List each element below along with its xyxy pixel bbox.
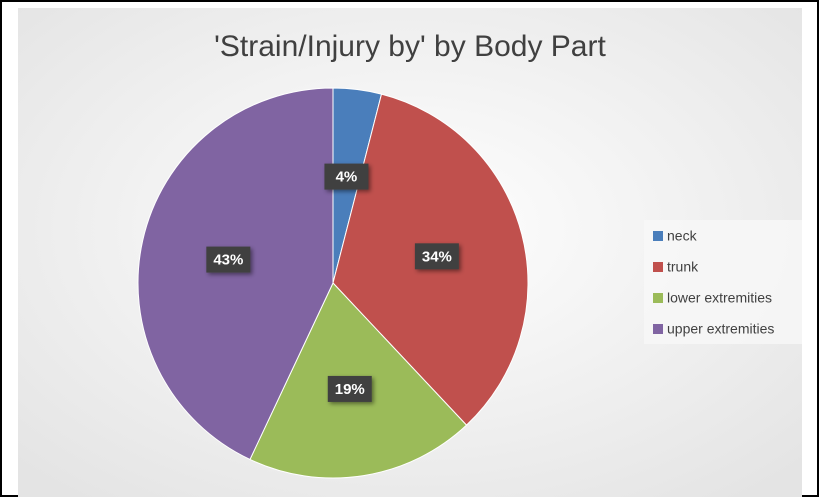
legend-label: upper extremities [667, 321, 774, 337]
data-label-box [206, 246, 251, 273]
chart-title: 'Strain/Injury by' by Body Part [214, 30, 606, 63]
data-label-group: 43% [206, 246, 251, 273]
legend-swatch [653, 231, 663, 241]
legend-swatch [653, 324, 663, 334]
legend-label: trunk [667, 259, 699, 275]
data-label-group: 4% [324, 163, 369, 190]
data-label-box [414, 243, 459, 270]
legend-label: lower extremities [667, 290, 772, 306]
data-label-group: 34% [414, 243, 459, 270]
legend-box [644, 220, 802, 344]
legend-swatch [653, 293, 663, 303]
data-label-group: 19% [327, 375, 372, 402]
data-label-box [324, 163, 369, 190]
legend-label: neck [667, 228, 698, 244]
data-label-box [327, 375, 372, 402]
data-label: 19% [335, 381, 365, 398]
pie-slice [137, 87, 334, 461]
data-label: 43% [213, 252, 243, 269]
data-label: 34% [422, 248, 452, 265]
data-label: 4% [336, 169, 358, 186]
legend-swatch [653, 262, 663, 272]
